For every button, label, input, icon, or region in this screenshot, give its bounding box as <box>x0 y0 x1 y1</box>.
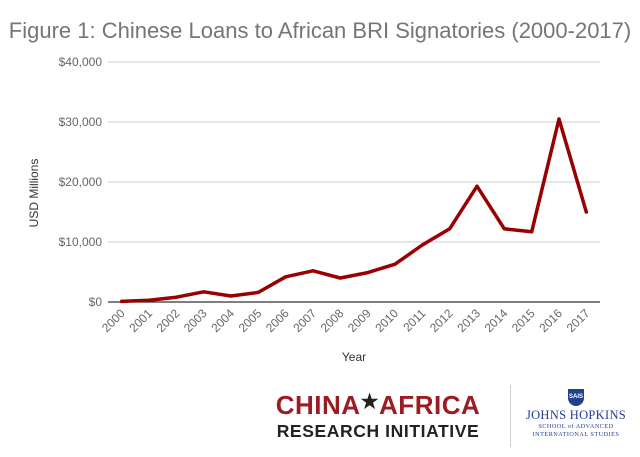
x-tick-label: 2004 <box>208 306 237 335</box>
data-point <box>338 276 342 280</box>
star-icon: ★ <box>360 391 380 413</box>
data-point <box>448 227 452 231</box>
data-point <box>120 299 124 303</box>
cari-logo-china: CHINA <box>275 390 361 420</box>
china-africa-research-initiative-logo: CHINA★AFRICA RESEARCH INITIATIVE <box>262 390 494 441</box>
cari-logo-africa: AFRICA <box>379 390 481 420</box>
x-tick-label: 2007 <box>290 306 319 335</box>
x-axis-ticks: 2000200120022003200420052006200720082009… <box>99 306 593 335</box>
jh-logo-name: JOHNS HOPKINS <box>525 408 627 422</box>
data-point <box>284 275 288 279</box>
y-axis-title: USD Millions <box>27 159 41 228</box>
y-tick-label: $0 <box>89 295 103 309</box>
data-point <box>557 117 561 121</box>
x-tick-label: 2012 <box>427 306 456 335</box>
x-tick-label: 2010 <box>372 306 401 335</box>
y-tick-label: $20,000 <box>59 175 103 189</box>
x-tick-label: 2008 <box>318 306 347 335</box>
line-chart: $0$10,000$20,000$30,000$40,000 200020012… <box>27 55 600 364</box>
gridlines <box>108 61 600 303</box>
data-point <box>502 227 506 231</box>
data-point <box>475 184 479 188</box>
y-tick-label: $10,000 <box>59 235 103 249</box>
cari-logo-subtitle: RESEARCH INITIATIVE <box>276 421 480 441</box>
data-point <box>584 210 588 214</box>
series-line <box>119 117 589 304</box>
x-tick-label: 2013 <box>454 306 483 335</box>
data-point <box>174 295 178 299</box>
logo-divider <box>510 385 511 447</box>
x-tick-label: 2005 <box>236 306 265 335</box>
x-tick-label: 2009 <box>345 306 374 335</box>
data-point <box>530 230 534 234</box>
johns-hopkins-sais-logo: SAIS JOHNS HOPKINS SCHOOL of ADVANCED IN… <box>520 385 632 439</box>
x-tick-label: 2003 <box>181 306 210 335</box>
x-tick-label: 2002 <box>154 306 183 335</box>
x-tick-label: 2016 <box>536 306 565 335</box>
data-point <box>256 290 260 294</box>
x-tick-label: 2011 <box>400 306 428 334</box>
jh-logo-school: SCHOOL of ADVANCED <box>538 423 614 430</box>
x-tick-label: 2017 <box>564 306 593 335</box>
data-point <box>420 243 424 247</box>
page-title: Figure 1: Chinese Loans to African BRI S… <box>8 18 632 43</box>
x-axis-title: Year <box>342 350 366 364</box>
data-point <box>366 271 370 275</box>
x-tick-label: 2001 <box>126 306 155 335</box>
y-tick-label: $30,000 <box>59 115 103 129</box>
x-tick-label: 2014 <box>482 306 511 335</box>
x-tick-label: 2015 <box>509 306 538 335</box>
x-tick-label: 2000 <box>99 306 128 335</box>
data-point <box>229 294 233 298</box>
series-layer <box>119 117 589 304</box>
data-point <box>202 290 206 294</box>
data-point <box>393 262 397 266</box>
jh-logo-studies: INTERNATIONAL STUDIES <box>532 431 620 438</box>
sais-seal-icon: SAIS <box>568 389 584 406</box>
y-axis-ticks: $0 $10,000 $20,000 $30,000 $40,000 <box>59 55 103 309</box>
data-point <box>147 298 151 302</box>
data-point <box>311 269 315 273</box>
x-tick-label: 2006 <box>263 306 292 335</box>
y-tick-label: $40,000 <box>59 55 103 69</box>
